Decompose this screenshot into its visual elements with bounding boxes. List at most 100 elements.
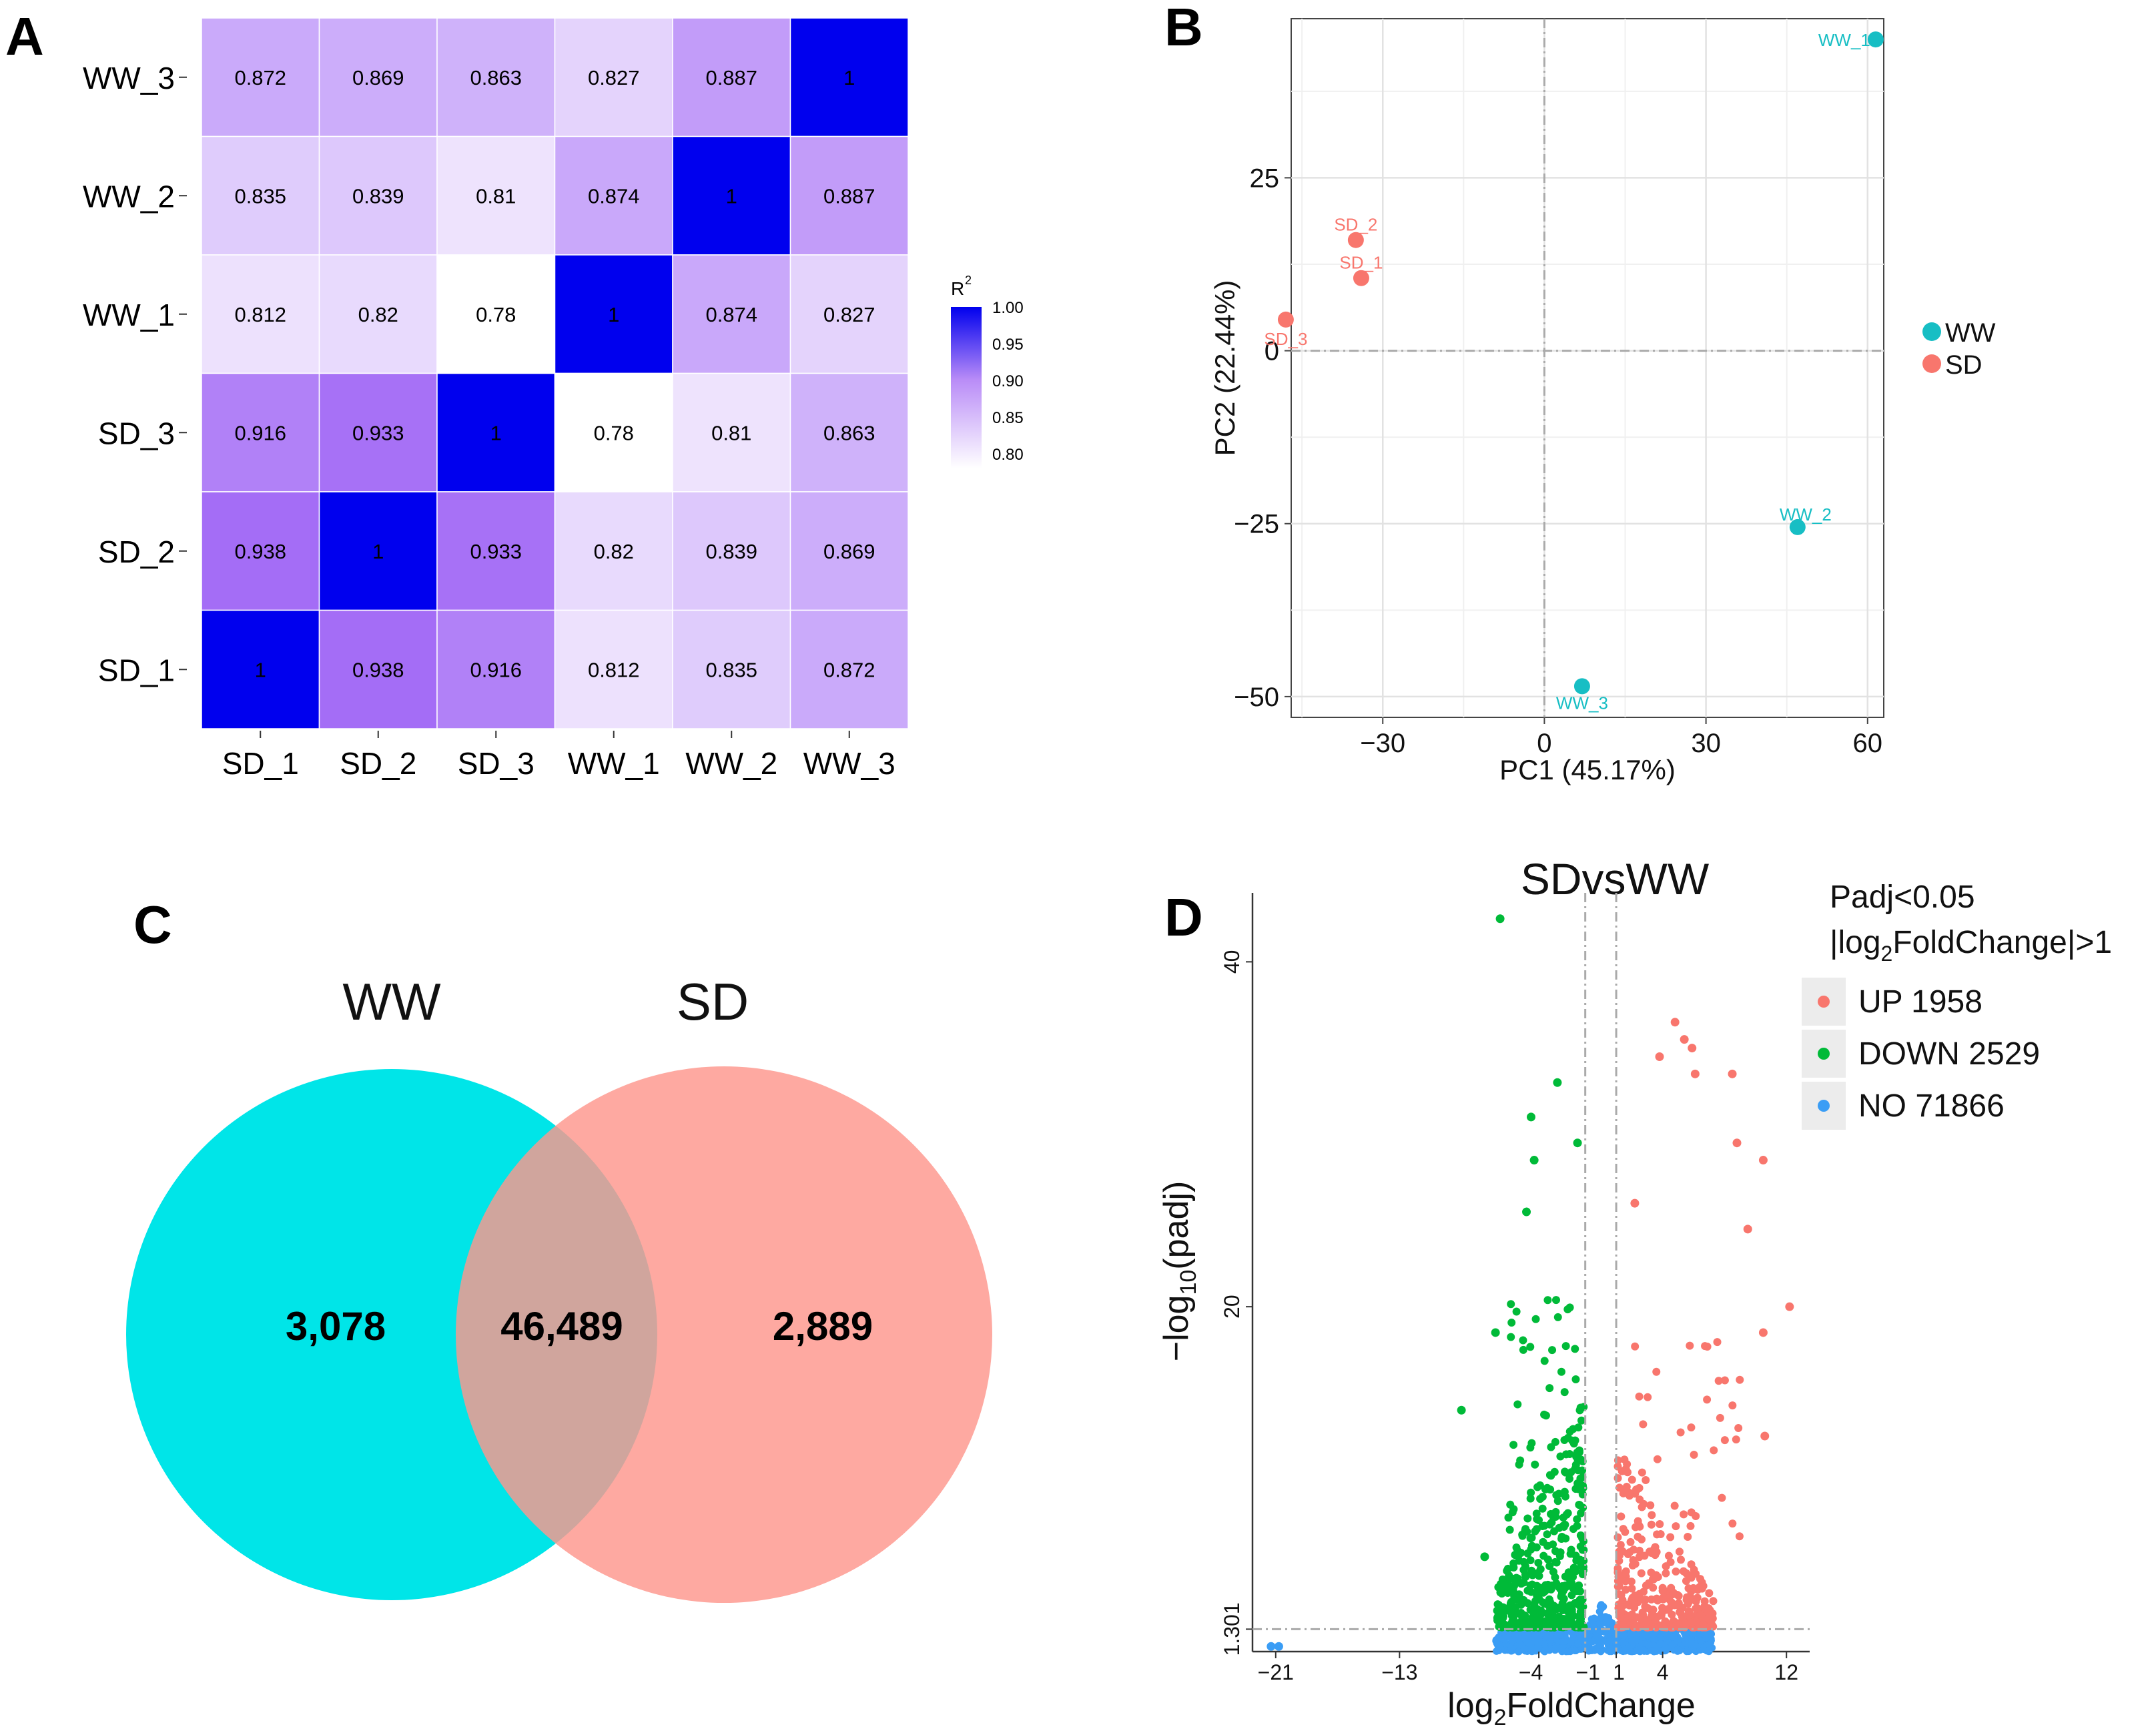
- volcano-point-down: [1545, 1595, 1553, 1604]
- volcano-point-down: [1558, 1599, 1567, 1608]
- volcano-point-up: [1653, 1455, 1662, 1463]
- volcano-point-up: [1621, 1527, 1630, 1536]
- volcano-legend-key: [1818, 1100, 1830, 1112]
- heatmap-cell: [318, 135, 438, 256]
- heatmap-cell-value: 0.938: [352, 658, 404, 681]
- pca-legend-key: [1922, 354, 1941, 373]
- heatmap-cell-value: 0.872: [234, 66, 286, 89]
- volcano-point-no: [1551, 1645, 1559, 1653]
- volcano-point-down: [1530, 1600, 1539, 1608]
- volcano-point-no: [1624, 1644, 1632, 1652]
- volcano-point-down: [1517, 1611, 1526, 1620]
- heatmap-cell-value: 0.82: [594, 540, 634, 563]
- volcano-point-no: [1560, 1637, 1568, 1645]
- volcano-point-up: [1628, 1584, 1636, 1593]
- heatmap-cell: [554, 491, 673, 611]
- volcano-point-up: [1641, 1602, 1650, 1611]
- venn-panel: WW SD 3,078 46,489 2,889: [126, 972, 992, 1603]
- volcano-point-down: [1507, 1333, 1515, 1341]
- volcano-point-down: [1558, 1606, 1567, 1614]
- volcano-point-down: [1507, 1319, 1516, 1327]
- volcano-point-up: [1670, 1501, 1679, 1510]
- volcano-point-down: [1519, 1345, 1527, 1354]
- volcano-point-no: [1611, 1635, 1620, 1643]
- volcano-point-no: [1567, 1638, 1575, 1646]
- volcano-point-up: [1710, 1446, 1718, 1455]
- heatmap-cell-value: 0.916: [234, 421, 286, 444]
- volcano-point-down: [1571, 1465, 1579, 1473]
- heatmap-cell: [436, 372, 556, 492]
- volcano-point-down: [1577, 1509, 1585, 1517]
- volcano-point-up: [1637, 1569, 1646, 1578]
- heatmap-row-label: SD_2: [98, 535, 175, 569]
- volcano-x-axis-label-rest: FoldChange: [1507, 1686, 1696, 1725]
- heatmap-legend-tick: 0.95: [992, 336, 1024, 354]
- volcano-point-up: [1692, 1597, 1700, 1606]
- volcano-point-up: [1720, 1436, 1729, 1445]
- volcano-point-down: [1535, 1481, 1544, 1489]
- heatmap-cell-value: 1: [608, 303, 619, 326]
- volcano-point-down: [1575, 1610, 1584, 1619]
- volcano-point-up: [1621, 1577, 1630, 1586]
- volcano-point-up: [1616, 1541, 1625, 1549]
- volcano-point-down: [1527, 1488, 1535, 1497]
- volcano-point-no: [1705, 1640, 1713, 1648]
- volcano-point-outlier: [1495, 914, 1505, 924]
- heatmap-cell-value: 0.78: [476, 303, 516, 326]
- pca-legend-label: SD: [1945, 350, 1983, 380]
- volcano-point-down: [1505, 1525, 1514, 1534]
- volcano-x-tick-label: −1: [1575, 1660, 1599, 1684]
- pca-x-tick-label: 0: [1537, 729, 1551, 758]
- volcano-point-down: [1548, 1346, 1557, 1355]
- volcano-point-down: [1557, 1367, 1565, 1376]
- heatmap-legend-title-sup: 2: [965, 274, 972, 287]
- volcano-point-up: [1638, 1535, 1646, 1543]
- volcano-x-tick-label: 12: [1774, 1660, 1798, 1684]
- volcano-point-up: [1684, 1532, 1692, 1541]
- volcano-point-down: [1512, 1620, 1521, 1629]
- volcano-legend-label: UP 1958: [1858, 984, 1983, 1020]
- heatmap-cell: [201, 372, 320, 492]
- volcano-point-no: [1658, 1648, 1666, 1656]
- volcano-x-tick-label: −21: [1258, 1660, 1294, 1684]
- volcano-point-no: [1687, 1637, 1695, 1645]
- volcano-point-down: [1507, 1300, 1515, 1309]
- volcano-point-down: [1534, 1622, 1543, 1630]
- pca-panel: −30 0 30 60 25 0 −25 −50 PC1 (45.17%) PC2 (22.44%…: [1209, 18, 1996, 785]
- volcano-point-down: [1545, 1562, 1554, 1570]
- heatmap-col-label: SD_3: [458, 746, 534, 781]
- pca-point: [1867, 31, 1884, 48]
- volcano-point-no: [1686, 1647, 1694, 1655]
- volcano-point-no: [1507, 1644, 1515, 1652]
- volcano-panel: SDvsWW−21 −13 −4 −1 1 4 121.3012040log2FoldCha…: [1157, 854, 2112, 1730]
- volcano-point-up: [1709, 1597, 1718, 1606]
- volcano-point-down: [1565, 1601, 1574, 1610]
- heatmap-cell-value: 1: [490, 421, 502, 444]
- volcano-point-down: [1509, 1587, 1517, 1596]
- volcano-point-up: [1613, 1474, 1622, 1483]
- volcano-point-up: [1619, 1621, 1628, 1630]
- volcano-point-down: [1543, 1296, 1552, 1305]
- volcano-point-down: [1547, 1518, 1556, 1527]
- pca-point: [1573, 678, 1590, 695]
- volcano-point-no: [1650, 1635, 1658, 1643]
- volcano-point-up: [1660, 1593, 1668, 1602]
- volcano-point-down: [1565, 1474, 1574, 1483]
- volcano-point-down: [1521, 1525, 1530, 1533]
- volcano-point-outlier: [1760, 1431, 1770, 1441]
- volcano-point-down: [1519, 1596, 1528, 1604]
- volcano-point-up: [1680, 1510, 1688, 1519]
- volcano-point-no: [1674, 1637, 1682, 1645]
- heatmap-col-label: WW_3: [803, 746, 895, 781]
- volcano-point-outlier: [1457, 1405, 1466, 1415]
- heatmap-legend-tick: 0.90: [992, 372, 1024, 390]
- volcano-point-down: [1527, 1439, 1536, 1447]
- volcano-point-down: [1511, 1551, 1519, 1559]
- volcano-point-up: [1664, 1551, 1673, 1560]
- volcano-point-no: [1605, 1648, 1613, 1656]
- pca-point: [1347, 232, 1364, 248]
- heatmap-cell: [789, 135, 909, 256]
- pca-x-tick-label: 60: [1853, 729, 1883, 758]
- volcano-point-no: [1664, 1644, 1672, 1652]
